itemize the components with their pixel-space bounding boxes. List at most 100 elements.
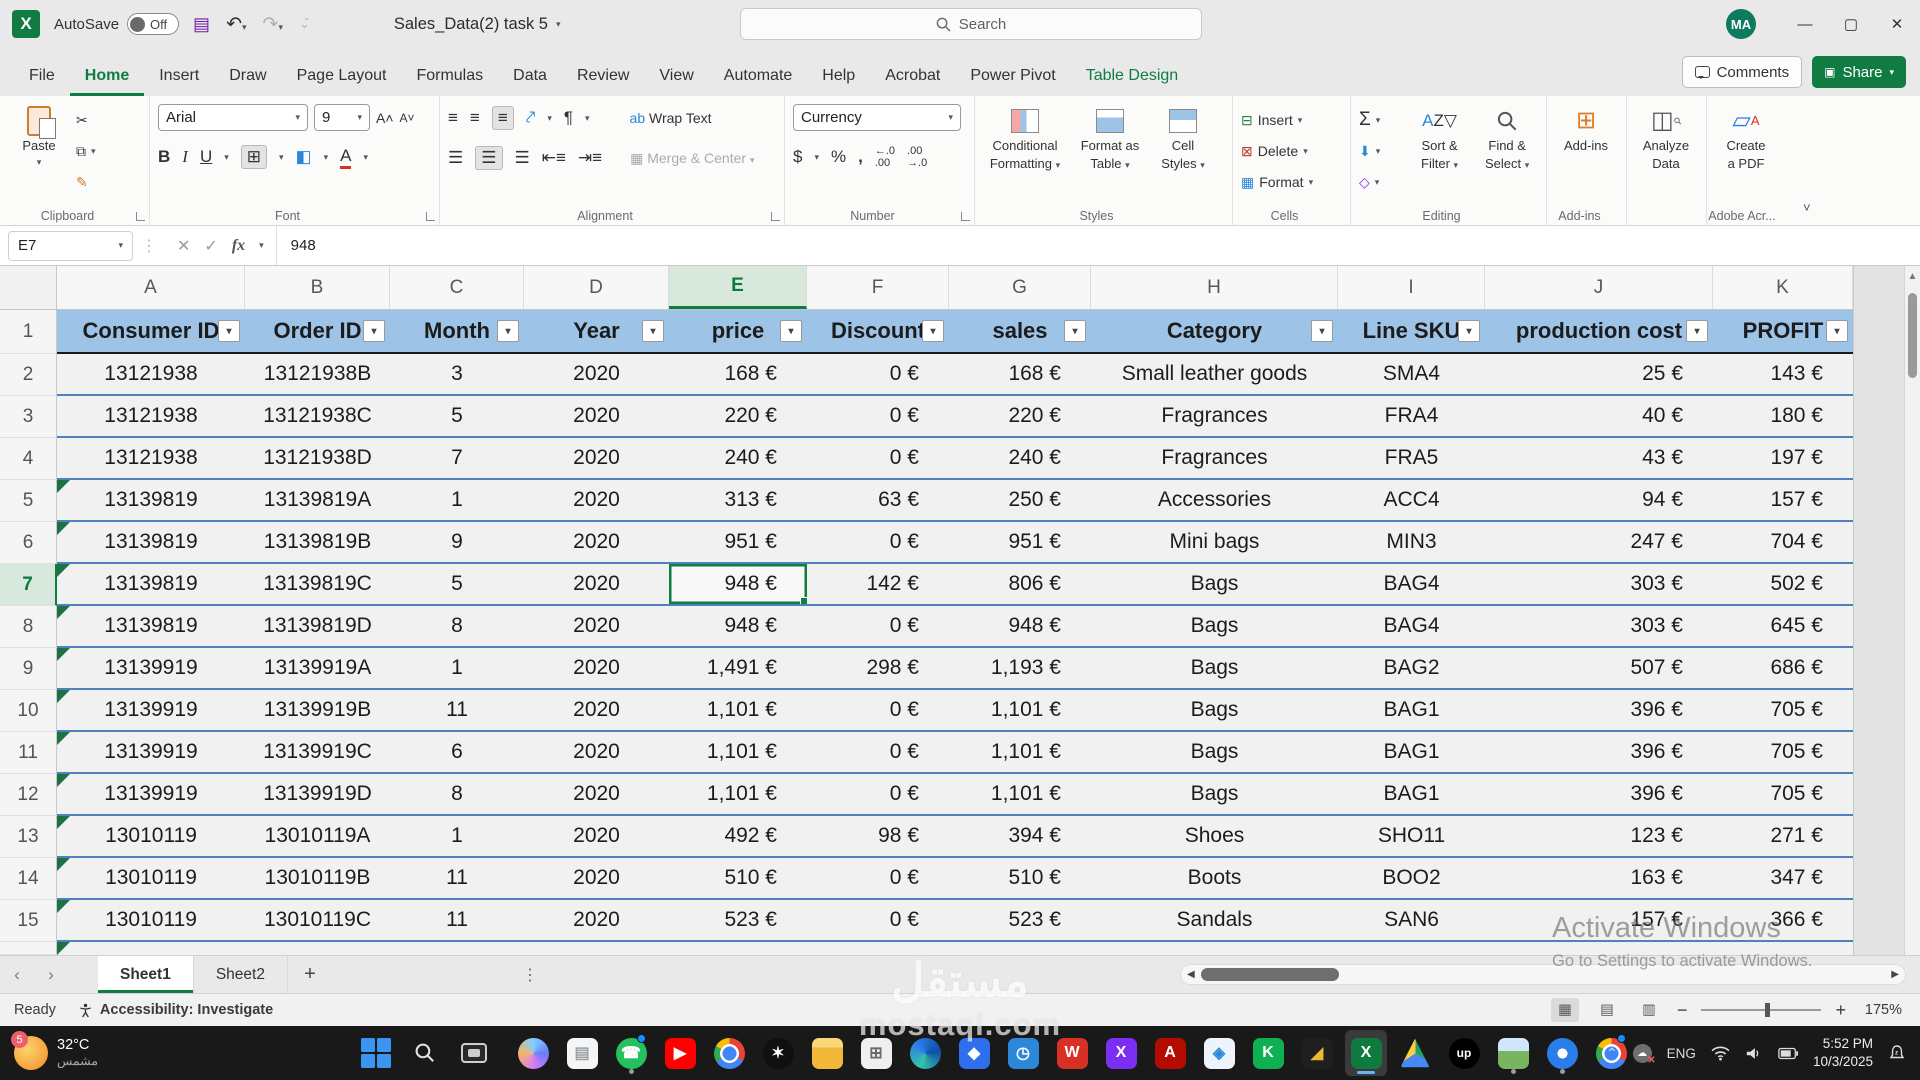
header-cell-order-id[interactable]: Order ID▾ <box>245 310 390 354</box>
gold-app-icon[interactable]: ◢ <box>1296 1030 1338 1076</box>
cell-A10[interactable]: 13139919 <box>57 690 245 732</box>
cell-A15[interactable]: 13010119 <box>57 900 245 942</box>
cell-C6[interactable]: 9 <box>390 522 524 564</box>
cell-A2[interactable]: 13121938 <box>57 354 245 396</box>
cell-G9[interactable]: 1,193 € <box>949 648 1091 690</box>
cell-G4[interactable]: 240 € <box>949 438 1091 480</box>
cell-I2[interactable]: SMA4 <box>1338 354 1485 396</box>
cell-C10[interactable]: 11 <box>390 690 524 732</box>
ribbon-tab-formulas[interactable]: Formulas <box>401 59 498 96</box>
cell-A5[interactable]: 13139819 <box>57 480 245 522</box>
youtube-icon[interactable]: ▶ <box>659 1030 701 1076</box>
undo-icon[interactable]: ↶▾ <box>226 13 246 36</box>
column-header-B[interactable]: B <box>245 266 390 309</box>
sort-filter-button[interactable]: AZ▽ Sort &Filter ▾ <box>1409 104 1471 205</box>
align-right-icon[interactable]: ☰ <box>515 148 530 168</box>
cell-F9[interactable]: 298 € <box>807 648 949 690</box>
cell-B6[interactable]: 13139819B <box>245 522 390 564</box>
align-left-icon[interactable]: ☰ <box>448 148 463 168</box>
row-header-12[interactable]: 12 <box>0 774 57 816</box>
copy-button[interactable]: ⧉ ▾ <box>76 139 96 163</box>
paste-button[interactable]: Paste▾ <box>8 104 70 205</box>
filter-button[interactable]: ▾ <box>1311 320 1333 342</box>
cell-A4[interactable]: 13121938 <box>57 438 245 480</box>
cell-G15[interactable]: 523 € <box>949 900 1091 942</box>
cell-H4[interactable]: Fragrances <box>1091 438 1338 480</box>
ribbon-tab-acrobat[interactable]: Acrobat <box>870 59 955 96</box>
cell-F5[interactable]: 63 € <box>807 480 949 522</box>
volume-icon[interactable] <box>1745 1046 1763 1061</box>
alignment-dialog-launcher[interactable] <box>771 212 780 221</box>
cell-E2[interactable]: 168 € <box>669 354 807 396</box>
photo-thumbnail-icon[interactable] <box>1492 1030 1534 1076</box>
header-cell-discount[interactable]: Discount▾ <box>807 310 949 354</box>
accessibility-status[interactable]: Accessibility: Investigate <box>78 1002 273 1018</box>
cell-D6[interactable]: 2020 <box>524 522 669 564</box>
cell-J10[interactable]: 396 € <box>1485 690 1713 732</box>
ribbon-tab-file[interactable]: File <box>14 59 70 96</box>
cell-B13[interactable]: 13010119A <box>245 816 390 858</box>
cell-E7[interactable]: 948 € <box>669 564 807 606</box>
cell-K8[interactable]: 645 € <box>1713 606 1853 648</box>
filter-button[interactable]: ▾ <box>363 320 385 342</box>
cell-B5[interactable]: 13139819A <box>245 480 390 522</box>
row-header-6[interactable]: 6 <box>0 522 57 564</box>
cell-B14[interactable]: 13010119B <box>245 858 390 900</box>
cell-C11[interactable]: 6 <box>390 732 524 774</box>
cell-D9[interactable]: 2020 <box>524 648 669 690</box>
cell-J6[interactable]: 247 € <box>1485 522 1713 564</box>
ribbon-tab-view[interactable]: View <box>644 59 708 96</box>
vertical-scroll-thumb[interactable] <box>1908 293 1917 378</box>
cell-J8[interactable]: 303 € <box>1485 606 1713 648</box>
percent-format-icon[interactable]: % <box>831 147 846 167</box>
cell-H10[interactable]: Bags <box>1091 690 1338 732</box>
cell-E8[interactable]: 948 € <box>669 606 807 648</box>
green-k-app-icon[interactable]: K <box>1247 1030 1289 1076</box>
cell-K2[interactable]: 143 € <box>1713 354 1853 396</box>
prev-sheet-icon[interactable]: ‹ <box>0 965 34 985</box>
cell-J11[interactable]: 396 € <box>1485 732 1713 774</box>
cell-partial[interactable] <box>524 942 669 955</box>
cell-D10[interactable]: 2020 <box>524 690 669 732</box>
cell-E9[interactable]: 1,491 € <box>669 648 807 690</box>
cell-A8[interactable]: 13139819 <box>57 606 245 648</box>
cell-D15[interactable]: 2020 <box>524 900 669 942</box>
zoom-out-button[interactable]: − <box>1677 1000 1688 1021</box>
cell-B11[interactable]: 13139919C <box>245 732 390 774</box>
taskbar-search-button[interactable] <box>404 1030 446 1076</box>
cell-F15[interactable]: 0 € <box>807 900 949 942</box>
filter-button[interactable]: ▾ <box>780 320 802 342</box>
currency-format-icon[interactable]: $ <box>793 147 802 167</box>
cell-F6[interactable]: 0 € <box>807 522 949 564</box>
merge-center-button[interactable]: ▦ Merge & Center ▾ <box>630 150 754 167</box>
find-select-button[interactable]: Find &Select ▾ <box>1476 104 1538 205</box>
cell-F12[interactable]: 0 € <box>807 774 949 816</box>
cell-J4[interactable]: 43 € <box>1485 438 1713 480</box>
cell-H5[interactable]: Accessories <box>1091 480 1338 522</box>
cell-J9[interactable]: 507 € <box>1485 648 1713 690</box>
column-header-C[interactable]: C <box>390 266 524 309</box>
clipboard-dialog-launcher[interactable] <box>136 212 145 221</box>
autosave-control[interactable]: AutoSave Off <box>54 13 179 35</box>
cell-F8[interactable]: 0 € <box>807 606 949 648</box>
cell-I3[interactable]: FRA4 <box>1338 396 1485 438</box>
cell-E11[interactable]: 1,101 € <box>669 732 807 774</box>
cell-I13[interactable]: SHO11 <box>1338 816 1485 858</box>
cell-G12[interactable]: 1,101 € <box>949 774 1091 816</box>
cell-G14[interactable]: 510 € <box>949 858 1091 900</box>
page-layout-view-button[interactable]: ▤ <box>1593 998 1621 1022</box>
qat-customize-icon[interactable]: ⌄̄ <box>299 16 310 32</box>
cancel-entry-icon[interactable]: ✕ <box>177 236 190 256</box>
cell-partial[interactable] <box>1091 942 1338 955</box>
text-direction-icon[interactable]: ¶ <box>564 108 573 128</box>
cell-K9[interactable]: 686 € <box>1713 648 1853 690</box>
select-all-corner[interactable] <box>0 266 57 309</box>
decrease-indent-icon[interactable]: ⇤≡ <box>542 148 566 168</box>
cell-K11[interactable]: 705 € <box>1713 732 1853 774</box>
cell-F7[interactable]: 142 € <box>807 564 949 606</box>
borders-button[interactable]: ⊞ <box>241 145 267 169</box>
cell-J5[interactable]: 94 € <box>1485 480 1713 522</box>
acrobat-icon[interactable]: A <box>1149 1030 1191 1076</box>
cell-D8[interactable]: 2020 <box>524 606 669 648</box>
cell-F2[interactable]: 0 € <box>807 354 949 396</box>
